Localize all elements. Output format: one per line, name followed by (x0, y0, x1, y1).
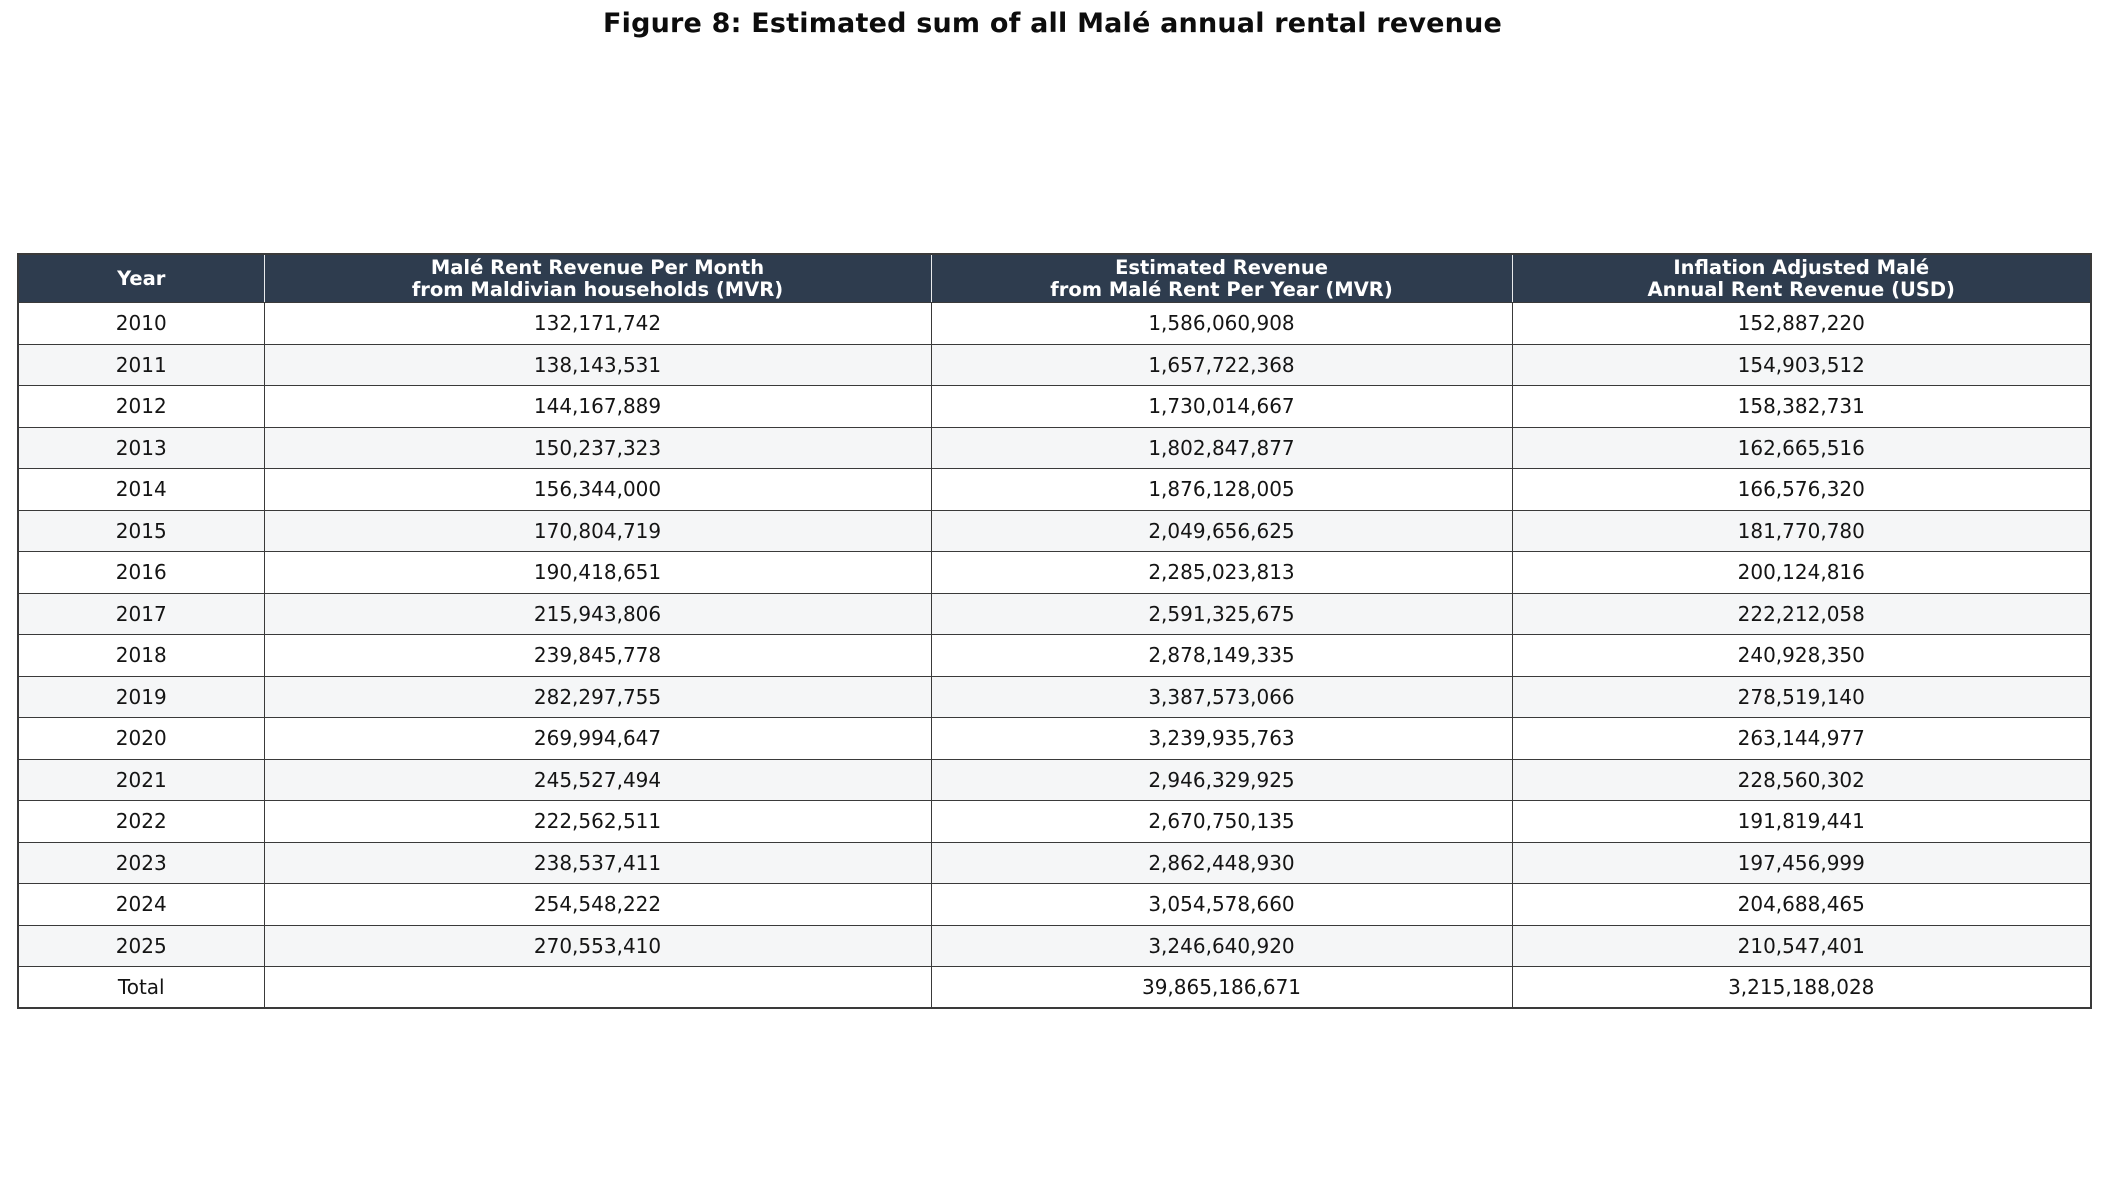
table-row: 2012 144,167,889 1,730,014,667 158,382,731 (17, 385, 2092, 428)
value-cell: 245,527,494 (263, 758, 932, 801)
value-cell: 2,862,448,930 (930, 841, 1513, 884)
value-cell: 150,237,323 (263, 426, 932, 469)
table-row-total: Total 39,865,186,671 3,215,188,028 (17, 966, 2092, 1009)
row-label-cell: 2020 (17, 717, 265, 760)
table-row: 2016 190,418,651 2,285,023,813 200,124,816 (17, 551, 2092, 594)
table-row: 2021 245,527,494 2,946,329,925 228,560,302 (17, 758, 2092, 801)
table-row: 2013 150,237,323 1,802,847,877 162,665,516 (17, 426, 2092, 469)
value-cell: 204,688,465 (1511, 883, 2092, 926)
column-header-estimated-revenue-per-year-mvr: Estimated Revenue from Malé Rent Per Yea… (931, 254, 1513, 303)
value-cell: 156,344,000 (263, 468, 932, 511)
table-row: 2014 156,344,000 1,876,128,005 166,576,320 (17, 468, 2092, 511)
table-row: 2017 215,943,806 2,591,325,675 222,212,058 (17, 592, 2092, 635)
table-row: 2022 222,562,511 2,670,750,135 191,819,441 (17, 800, 2092, 843)
row-label-cell: 2022 (17, 800, 265, 843)
table-row: 2025 270,553,410 3,246,640,920 210,547,401 (17, 924, 2092, 967)
value-cell: 162,665,516 (1511, 426, 2092, 469)
value-cell (263, 966, 932, 1009)
value-cell: 39,865,186,671 (930, 966, 1513, 1009)
value-cell: 2,670,750,135 (930, 800, 1513, 843)
value-cell: 239,845,778 (263, 634, 932, 677)
row-label-cell: 2011 (17, 343, 265, 386)
table-row: 2015 170,804,719 2,049,656,625 181,770,780 (17, 509, 2092, 552)
row-label-cell: 2013 (17, 426, 265, 469)
value-cell: 215,943,806 (263, 592, 932, 635)
row-label-cell: 2019 (17, 675, 265, 718)
table-container: Year Malé Rent Revenue Per Month from Ma… (17, 253, 2092, 1009)
row-label-cell: 2016 (17, 551, 265, 594)
value-cell: 197,456,999 (1511, 841, 2092, 884)
value-cell: 144,167,889 (263, 385, 932, 428)
table-row: 2019 282,297,755 3,387,573,066 278,519,140 (17, 675, 2092, 718)
table-row: 2010 132,171,742 1,586,060,908 152,887,220 (17, 302, 2092, 345)
value-cell: 1,657,722,368 (930, 343, 1513, 386)
value-cell: 240,928,350 (1511, 634, 2092, 677)
value-cell: 263,144,977 (1511, 717, 2092, 760)
value-cell: 3,239,935,763 (930, 717, 1513, 760)
table-row: 2024 254,548,222 3,054,578,660 204,688,465 (17, 883, 2092, 926)
value-cell: 222,562,511 (263, 800, 932, 843)
value-cell: 3,054,578,660 (930, 883, 1513, 926)
value-cell: 152,887,220 (1511, 302, 2092, 345)
row-label-cell: 2010 (17, 302, 265, 345)
value-cell: 170,804,719 (263, 509, 932, 552)
value-cell: 132,171,742 (263, 302, 932, 345)
column-header-rent-per-month-mvr: Malé Rent Revenue Per Month from Maldivi… (264, 254, 932, 303)
value-cell: 154,903,512 (1511, 343, 2092, 386)
value-cell: 2,591,325,675 (930, 592, 1513, 635)
value-cell: 2,049,656,625 (930, 509, 1513, 552)
row-label-cell: 2018 (17, 634, 265, 677)
value-cell: 238,537,411 (263, 841, 932, 884)
table-header: Year Malé Rent Revenue Per Month from Ma… (18, 254, 2092, 303)
row-label-cell: 2015 (17, 509, 265, 552)
value-cell: 138,143,531 (263, 343, 932, 386)
value-cell: 282,297,755 (263, 675, 932, 718)
value-cell: 228,560,302 (1511, 758, 2092, 801)
value-cell: 158,382,731 (1511, 385, 2092, 428)
row-label-cell: Total (17, 966, 265, 1009)
table-row: 2023 238,537,411 2,862,448,930 197,456,999 (17, 841, 2092, 884)
row-label-cell: 2014 (17, 468, 265, 511)
value-cell: 1,586,060,908 (930, 302, 1513, 345)
value-cell: 269,994,647 (263, 717, 932, 760)
table-header-row: Year Malé Rent Revenue Per Month from Ma… (18, 254, 2092, 303)
column-header-inflation-adjusted-usd: Inflation Adjusted Malé Annual Rent Reve… (1512, 254, 2092, 303)
value-cell: 278,519,140 (1511, 675, 2092, 718)
value-cell: 1,802,847,877 (930, 426, 1513, 469)
value-cell: 1,730,014,667 (930, 385, 1513, 428)
value-cell: 181,770,780 (1511, 509, 2092, 552)
row-label-cell: 2023 (17, 841, 265, 884)
row-label-cell: 2025 (17, 924, 265, 967)
row-label-cell: 2024 (17, 883, 265, 926)
value-cell: 200,124,816 (1511, 551, 2092, 594)
value-cell: 3,387,573,066 (930, 675, 1513, 718)
value-cell: 2,285,023,813 (930, 551, 1513, 594)
revenue-table: Year Malé Rent Revenue Per Month from Ma… (17, 253, 2092, 1009)
value-cell: 270,553,410 (263, 924, 932, 967)
value-cell: 3,215,188,028 (1511, 966, 2092, 1009)
column-header-year: Year (18, 254, 265, 303)
table-row: 2020 269,994,647 3,239,935,763 263,144,977 (17, 717, 2092, 760)
value-cell: 222,212,058 (1511, 592, 2092, 635)
figure-title: Figure 8: Estimated sum of all Malé annu… (602, 8, 1503, 39)
table-row: 2018 239,845,778 2,878,149,335 240,928,350 (17, 634, 2092, 677)
value-cell: 3,246,640,920 (930, 924, 1513, 967)
value-cell: 254,548,222 (263, 883, 932, 926)
value-cell: 190,418,651 (263, 551, 932, 594)
row-label-cell: 2012 (17, 385, 265, 428)
value-cell: 166,576,320 (1511, 468, 2092, 511)
row-label-cell: 2017 (17, 592, 265, 635)
value-cell: 191,819,441 (1511, 800, 2092, 843)
value-cell: 2,878,149,335 (930, 634, 1513, 677)
table-body: 2010 132,171,742 1,586,060,908 152,887,220 2… (17, 302, 2092, 1009)
value-cell: 1,876,128,005 (930, 468, 1513, 511)
table-row: 2011 138,143,531 1,657,722,368 154,903,512 (17, 343, 2092, 386)
value-cell: 210,547,401 (1511, 924, 2092, 967)
row-label-cell: 2021 (17, 758, 265, 801)
value-cell: 2,946,329,925 (930, 758, 1513, 801)
